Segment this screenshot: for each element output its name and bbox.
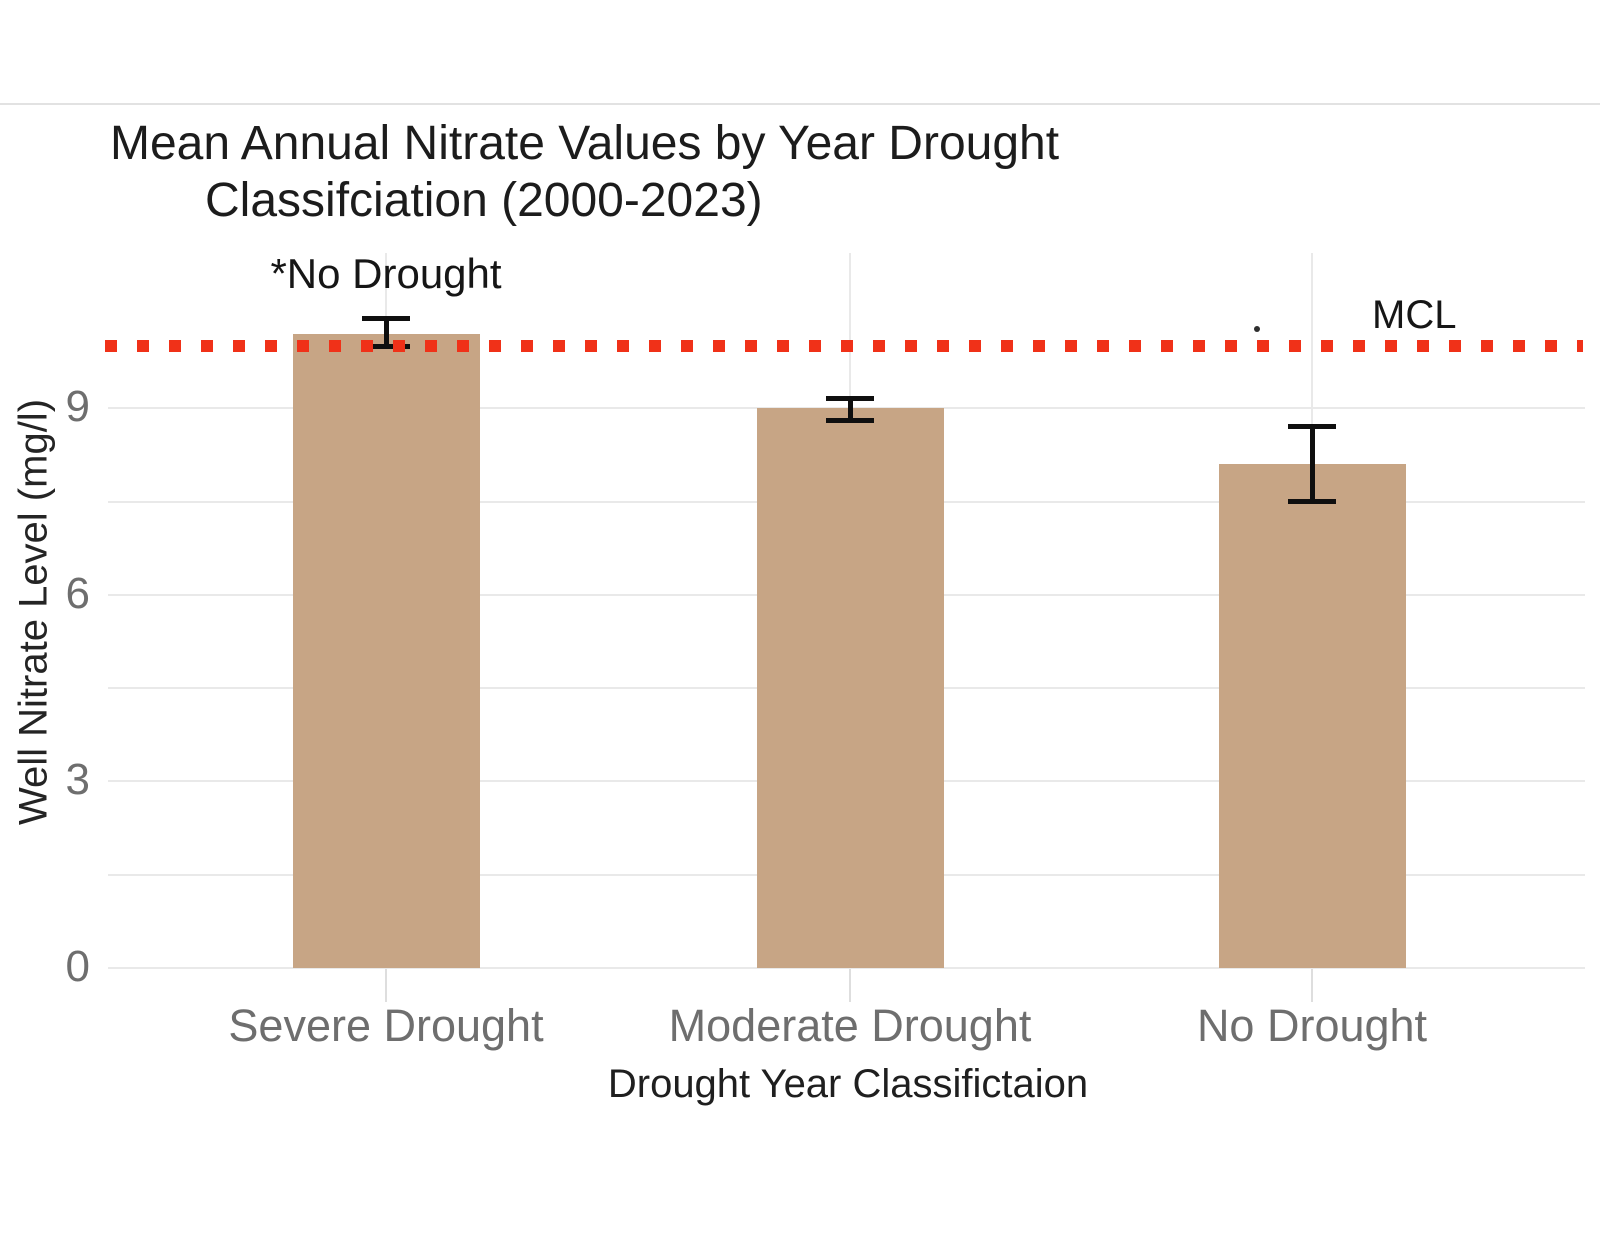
mcl-reference-line [105,340,1583,352]
mcl-reference-label: MCL [1372,293,1457,337]
chart-title-line-2: Classifciation (2000-2023) [205,174,763,227]
x-axis-tick [1311,969,1313,1002]
chart-title-line-1: Mean Annual Nitrate Values by Year Droug… [110,117,1060,170]
x-axis-tick [849,969,851,1002]
x-axis-title: Drought Year Classifictaion [607,1062,1089,1106]
error-bar-cap-bottom [826,418,874,424]
y-tick-label: 9 [65,382,90,432]
horizontal-gridline [108,967,1585,969]
bar-severe-drought [292,333,480,968]
bar-moderate-drought [756,408,944,968]
error-bar-line [383,318,389,346]
error-bar-cap-top [826,396,874,402]
error-bar-line [1309,426,1315,502]
error-bar-cap-top [1288,424,1336,430]
error-bar-cap-top [362,315,410,321]
error-bar-cap-bottom [1288,499,1336,504]
error-bar-line [847,398,853,421]
y-tick-label: 6 [65,568,90,618]
stray-dot [1254,326,1260,332]
x-axis-tick [385,969,387,1002]
y-tick-label: 0 [65,942,90,991]
bar-no-drought [1218,464,1406,968]
x-tick-label-severe-drought: Severe Drought [228,1000,544,1051]
top-divider-line [0,103,1600,105]
x-tick-label-no-drought: No Drought [1196,1000,1428,1051]
y-tick-label: 3 [65,755,90,805]
x-tick-label-moderate-drought: Moderate Drought [668,1000,1032,1051]
significance-annotation: *No Drought [270,250,502,297]
